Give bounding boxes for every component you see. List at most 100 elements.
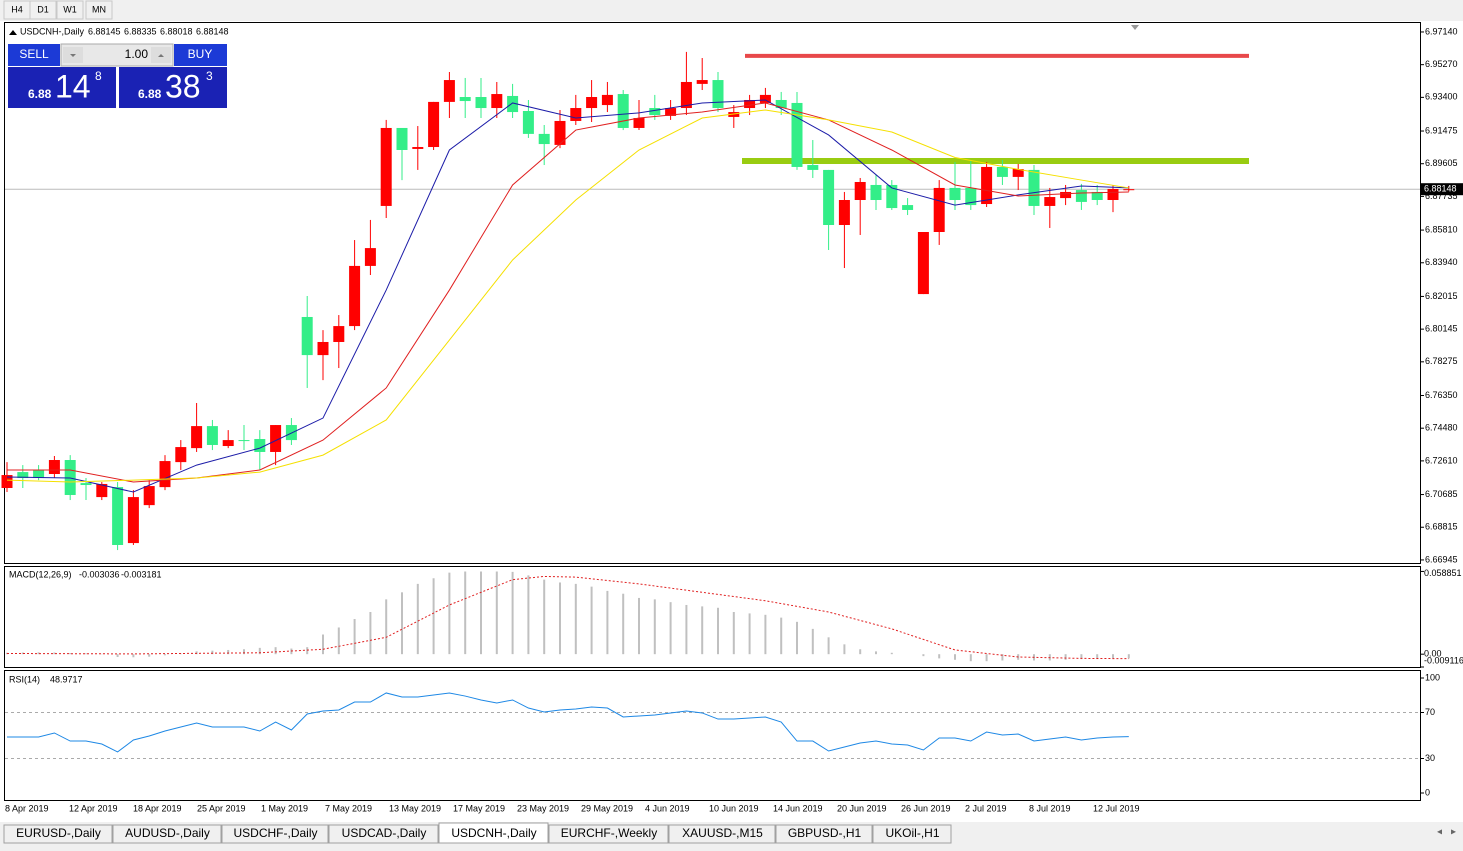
price-tick-label: 6.82015 — [1425, 291, 1458, 301]
buy-price-box[interactable] — [119, 67, 227, 108]
price-tick-label: 6.78275 — [1425, 356, 1458, 366]
sell-button[interactable] — [8, 44, 60, 66]
macd-tick-label: -0.009116 — [1424, 655, 1463, 665]
tab[interactable] — [668, 824, 776, 844]
timeframe-label[interactable]: MN — [92, 4, 106, 14]
timeframe-button[interactable] — [29, 0, 57, 20]
tab-label[interactable]: USDCHF-,Daily — [234, 826, 318, 840]
price-tick-label: 6.76350 — [1425, 390, 1458, 400]
price-tick-label: 6.70685 — [1425, 489, 1458, 499]
candle-body — [949, 187, 961, 201]
candle-body — [759, 94, 771, 103]
timeframe-label[interactable]: H4 — [11, 4, 23, 14]
tab[interactable] — [221, 824, 329, 844]
candle-body — [459, 97, 471, 102]
price-tick-label: 6.83940 — [1425, 257, 1458, 267]
candle-body — [270, 425, 282, 452]
shift-marker — [1131, 25, 1139, 30]
candle-body — [712, 80, 724, 109]
current-price-box — [1421, 183, 1463, 196]
date-label: 8 Apr 2019 — [5, 803, 49, 813]
timeframe-label[interactable]: D1 — [37, 4, 49, 14]
candle-body — [64, 460, 76, 495]
price-tick-label: 6.72610 — [1425, 455, 1458, 465]
active-tab[interactable] — [438, 822, 549, 844]
date-label: 2 Jul 2019 — [965, 803, 1007, 813]
tab-label[interactable]: USDCAD-,Daily — [342, 826, 427, 840]
candle-body — [143, 486, 155, 506]
candle-body — [1, 475, 13, 488]
candle-body — [206, 426, 218, 445]
moving-average — [6, 99, 1129, 493]
symbol-title: USDCNH-,Daily — [20, 26, 85, 36]
candle-body — [428, 101, 440, 148]
candle-body — [1091, 191, 1103, 201]
lot-down-arrow — [70, 54, 76, 57]
timeframe-label[interactable]: W1 — [63, 4, 77, 14]
sell-label[interactable]: SELL — [19, 47, 49, 61]
candle-body — [175, 447, 187, 463]
buy-button[interactable] — [174, 44, 227, 66]
macd-signal-value: -0.003181 — [121, 569, 162, 579]
tab-label[interactable]: EURUSD-,Daily — [16, 826, 101, 840]
candle-body — [1075, 190, 1087, 202]
rsi-tick-label: 30 — [1425, 753, 1435, 763]
timeframe-button[interactable] — [85, 0, 113, 20]
tab[interactable] — [872, 824, 952, 844]
date-label: 10 Jun 2019 — [709, 803, 759, 813]
candle-body — [127, 497, 139, 544]
lot-value[interactable]: 1.00 — [125, 47, 149, 61]
price-tick-label: 6.91475 — [1425, 125, 1458, 135]
tab[interactable] — [775, 824, 873, 844]
moving-average — [6, 109, 1129, 483]
macd-tick-label: 0.00 — [1424, 649, 1442, 659]
tab[interactable] — [548, 824, 669, 844]
candle-body — [965, 187, 977, 206]
scroll-right[interactable]: ▸ — [1451, 827, 1456, 838]
scroll-left[interactable]: ◂ — [1437, 827, 1442, 838]
macd-tick-label: 0.058851 — [1424, 568, 1462, 578]
price-tick-label: 6.93400 — [1425, 92, 1458, 102]
sell-price-box[interactable] — [8, 67, 116, 108]
macd-value: -0.003036 — [79, 569, 120, 579]
date-label: 4 Jun 2019 — [645, 803, 690, 813]
timeframe-toolbar — [0, 0, 1463, 21]
candle-body — [33, 469, 45, 479]
macd-label: MACD(12,26,9) — [9, 569, 72, 579]
tab-label[interactable]: USDCNH-,Daily — [451, 826, 536, 840]
close-price: 6.88148 — [196, 26, 229, 36]
price-tick-label: 6.66945 — [1425, 554, 1458, 564]
tab[interactable] — [112, 824, 222, 844]
rsi-value: 48.9717 — [50, 674, 83, 684]
candle-body — [475, 97, 487, 109]
date-label: 25 Apr 2019 — [197, 803, 246, 813]
tab-label[interactable]: GBPUSD-,H1 — [788, 826, 862, 840]
candle-body — [96, 483, 108, 498]
candle-body — [601, 94, 613, 106]
date-label: 20 Jun 2019 — [837, 803, 887, 813]
timeframe-button[interactable] — [56, 0, 84, 20]
buy-label[interactable]: BUY — [188, 47, 213, 61]
tab-label[interactable]: XAUUSD-,M15 — [682, 826, 763, 840]
tab-label[interactable]: AUDUSD-,Daily — [125, 826, 210, 840]
tab[interactable] — [328, 824, 439, 844]
candle-body — [380, 127, 392, 206]
tab-label[interactable]: EURCHF-,Weekly — [561, 826, 657, 840]
lot-field[interactable] — [60, 43, 174, 67]
tab[interactable] — [3, 824, 113, 844]
open-price: 6.88145 — [88, 26, 121, 36]
candle-body — [491, 94, 503, 109]
macd-panel — [4, 566, 1421, 668]
price-tick-label: 6.89605 — [1425, 158, 1458, 168]
candle-body — [807, 165, 819, 170]
price-tick-label: 6.85810 — [1425, 224, 1458, 234]
tab-label[interactable]: UKOil-,H1 — [885, 826, 939, 840]
sell-price-big: 6.88 — [28, 87, 52, 101]
buy-price-point: 3 — [206, 69, 213, 83]
rsi-panel — [4, 670, 1421, 801]
date-label: 14 Jun 2019 — [773, 803, 823, 813]
candle-body — [396, 127, 408, 150]
